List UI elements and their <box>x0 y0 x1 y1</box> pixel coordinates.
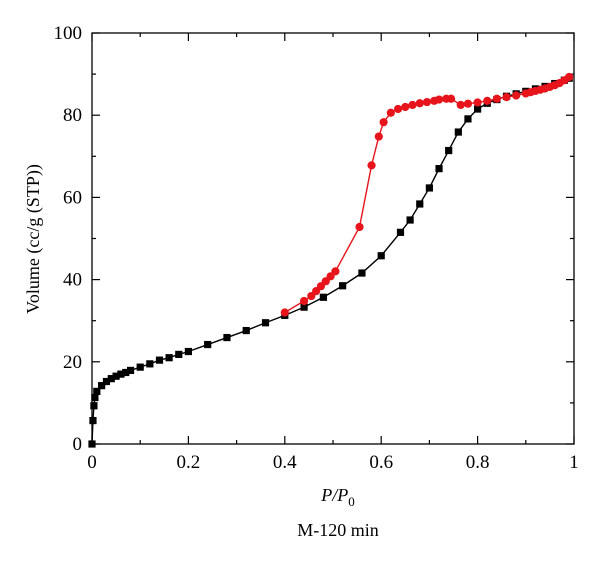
data-point-square <box>242 326 250 335</box>
series-red-circles <box>280 72 574 317</box>
series-layer <box>88 72 574 448</box>
data-point-square <box>464 115 472 123</box>
y-axis-label: Volume (cc/g (STP)) <box>23 164 44 314</box>
data-point-circle <box>280 308 289 317</box>
data-point-square <box>91 393 99 402</box>
data-point-square <box>165 354 173 362</box>
y-tick-label: 60 <box>63 187 82 208</box>
data-point-square <box>184 347 192 356</box>
series-black-squares <box>88 74 573 448</box>
data-point-circle <box>492 94 501 103</box>
data-point-square <box>122 368 130 377</box>
data-point-square <box>98 382 106 390</box>
data-point-circle <box>463 99 473 108</box>
data-point-square <box>107 375 115 383</box>
x-tick-label: 0.6 <box>369 452 393 473</box>
data-point-circle <box>379 118 388 127</box>
data-point-circle <box>422 97 432 107</box>
series-line <box>91 77 570 445</box>
data-point-square <box>223 333 231 342</box>
plot-frame <box>91 32 575 445</box>
plot-area-border <box>91 32 575 445</box>
data-point-square <box>204 340 212 349</box>
data-point-square <box>117 370 125 378</box>
data-point-circle <box>393 104 403 114</box>
data-point-square <box>90 402 98 410</box>
data-point-square <box>112 372 120 380</box>
data-point-square <box>396 228 405 236</box>
data-point-square <box>155 356 164 364</box>
x-axis-label-subscript: 0 <box>348 494 355 509</box>
data-point-square <box>377 252 385 260</box>
data-point-circle <box>446 94 456 103</box>
x-tick-label: 1 <box>569 452 579 473</box>
data-point-circle <box>512 91 521 100</box>
data-point-circle <box>434 95 444 104</box>
data-point-square <box>126 366 135 375</box>
data-point-circle <box>386 108 395 117</box>
axis-tick-labels: 0 0.2 0.4 0.6 0.8 1 0 20 40 60 80 100 <box>54 23 579 473</box>
x-tick-label: 0 <box>87 452 97 473</box>
data-point-square <box>358 269 366 277</box>
data-point-circle <box>473 98 482 107</box>
data-point-circle <box>565 72 574 82</box>
y-tick-label: 40 <box>63 270 82 291</box>
data-point-square <box>88 440 96 448</box>
data-point-circle <box>401 102 410 112</box>
data-point-square <box>175 350 183 359</box>
y-tick-label: 0 <box>73 434 83 455</box>
data-point-square <box>319 293 327 301</box>
y-tick-label: 80 <box>63 105 82 126</box>
data-point-square <box>339 282 347 290</box>
x-tick-label: 0.4 <box>273 452 297 473</box>
data-point-circle <box>415 99 424 108</box>
data-point-circle <box>483 96 492 105</box>
data-point-square <box>474 105 482 113</box>
data-point-square <box>406 216 414 224</box>
data-point-square <box>445 146 453 155</box>
x-tick-label: 0.8 <box>466 452 490 473</box>
data-point-circle <box>408 100 417 110</box>
data-point-circle <box>374 132 383 141</box>
data-point-circle <box>367 161 376 170</box>
data-point-square <box>89 416 97 425</box>
data-point-circle <box>502 93 511 102</box>
data-point-square <box>146 360 154 368</box>
data-point-square <box>416 200 424 208</box>
y-tick-label: 20 <box>63 352 82 373</box>
data-point-square <box>136 363 144 371</box>
data-point-square <box>435 165 443 173</box>
data-point-square <box>300 303 308 311</box>
data-point-circle <box>456 100 465 110</box>
data-point-circle <box>299 296 309 306</box>
y-tick-label: 100 <box>54 23 83 44</box>
data-point-circle <box>331 267 340 276</box>
data-point-square <box>261 319 270 327</box>
data-point-square <box>425 184 433 192</box>
x-axis-label: P/P0 <box>320 485 355 509</box>
data-point-square <box>93 387 101 395</box>
x-tick-label: 0.2 <box>177 452 201 473</box>
data-point-square <box>454 128 462 136</box>
axis-ticks <box>91 32 575 445</box>
chart-caption: M-120 min <box>297 520 379 540</box>
data-point-square <box>102 377 111 386</box>
x-axis-label-main: P/P <box>320 485 348 505</box>
data-point-circle <box>355 222 364 232</box>
